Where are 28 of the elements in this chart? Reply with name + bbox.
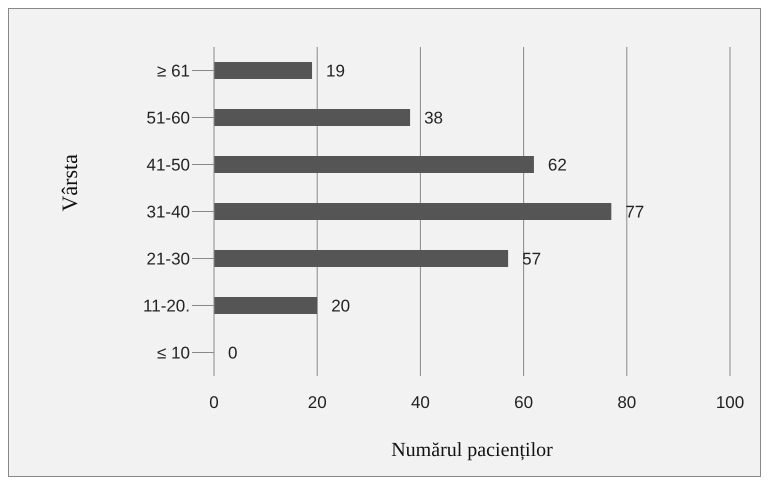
data-label: 19 bbox=[326, 61, 345, 80]
bar bbox=[214, 297, 318, 314]
data-label: 62 bbox=[548, 155, 567, 174]
y-tick-label: 51-60 bbox=[146, 108, 190, 128]
y-axis-title: Vârsta bbox=[56, 154, 82, 212]
x-tick-label: 0 bbox=[209, 393, 219, 412]
x-tick-label: 40 bbox=[410, 393, 430, 412]
x-tick-label: 80 bbox=[617, 393, 636, 412]
y-tick-label: ≤ 10 bbox=[157, 344, 190, 363]
y-tick-label: 31-40 bbox=[146, 202, 190, 222]
x-tick-label: 100 bbox=[716, 393, 744, 412]
data-label: 38 bbox=[424, 108, 443, 128]
y-tick-label: ≥ 61 bbox=[157, 62, 190, 81]
x-axis-title: Numărul pacienților bbox=[391, 439, 554, 461]
y-tick-label: 41-50 bbox=[146, 156, 190, 175]
y-tick-label: 11-20. bbox=[143, 296, 190, 316]
data-label: 20 bbox=[331, 296, 350, 316]
bar bbox=[214, 250, 508, 267]
bar bbox=[214, 156, 534, 173]
data-label: 77 bbox=[625, 202, 644, 222]
bar bbox=[214, 109, 410, 126]
x-tick-label: 60 bbox=[514, 393, 534, 412]
data-label: 0 bbox=[228, 343, 238, 362]
x-tick-label: 20 bbox=[308, 393, 327, 412]
data-label: 57 bbox=[522, 249, 542, 268]
y-tick-label: 21-30 bbox=[146, 250, 190, 269]
bar bbox=[214, 203, 612, 220]
bar bbox=[214, 62, 312, 79]
